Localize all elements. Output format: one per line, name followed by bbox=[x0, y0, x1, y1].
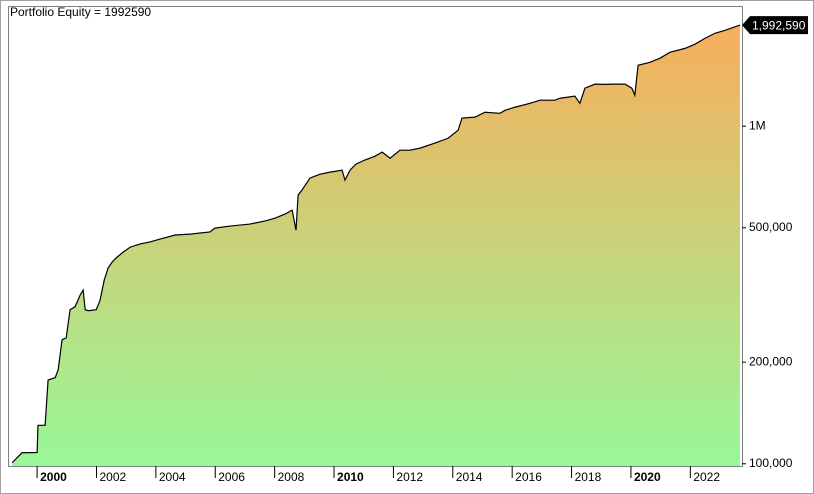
y-tick-label: 1M bbox=[749, 118, 766, 132]
x-tick-label: 2002 bbox=[99, 470, 126, 484]
x-tick-label: 2022 bbox=[693, 470, 720, 484]
equity-area bbox=[12, 25, 740, 467]
chart-title: Portfolio Equity = 1992590 bbox=[10, 5, 151, 19]
plot-frame bbox=[8, 6, 743, 467]
end-label: 1,992,590 bbox=[752, 18, 806, 32]
x-tick-label: 2000 bbox=[40, 470, 67, 484]
x-tick-label: 2012 bbox=[396, 470, 423, 484]
y-tick-label: 100,000 bbox=[749, 456, 793, 470]
plot-area bbox=[11, 24, 741, 467]
x-tick-label: 2014 bbox=[456, 470, 483, 484]
x-tick-label: 2020 bbox=[634, 470, 661, 484]
y-tick-label: 200,000 bbox=[749, 354, 793, 368]
equity-line bbox=[11, 24, 741, 464]
x-tick-label: 2004 bbox=[159, 470, 186, 484]
x-tick-label: 2008 bbox=[278, 470, 305, 484]
end-label-box bbox=[742, 16, 808, 35]
x-tick-label: 2010 bbox=[337, 470, 364, 484]
x-tick-label: 2016 bbox=[515, 470, 542, 484]
x-tick-label: 2018 bbox=[575, 470, 602, 484]
y-tick-label: 500,000 bbox=[749, 220, 793, 234]
x-tick-label: 2006 bbox=[218, 470, 245, 484]
